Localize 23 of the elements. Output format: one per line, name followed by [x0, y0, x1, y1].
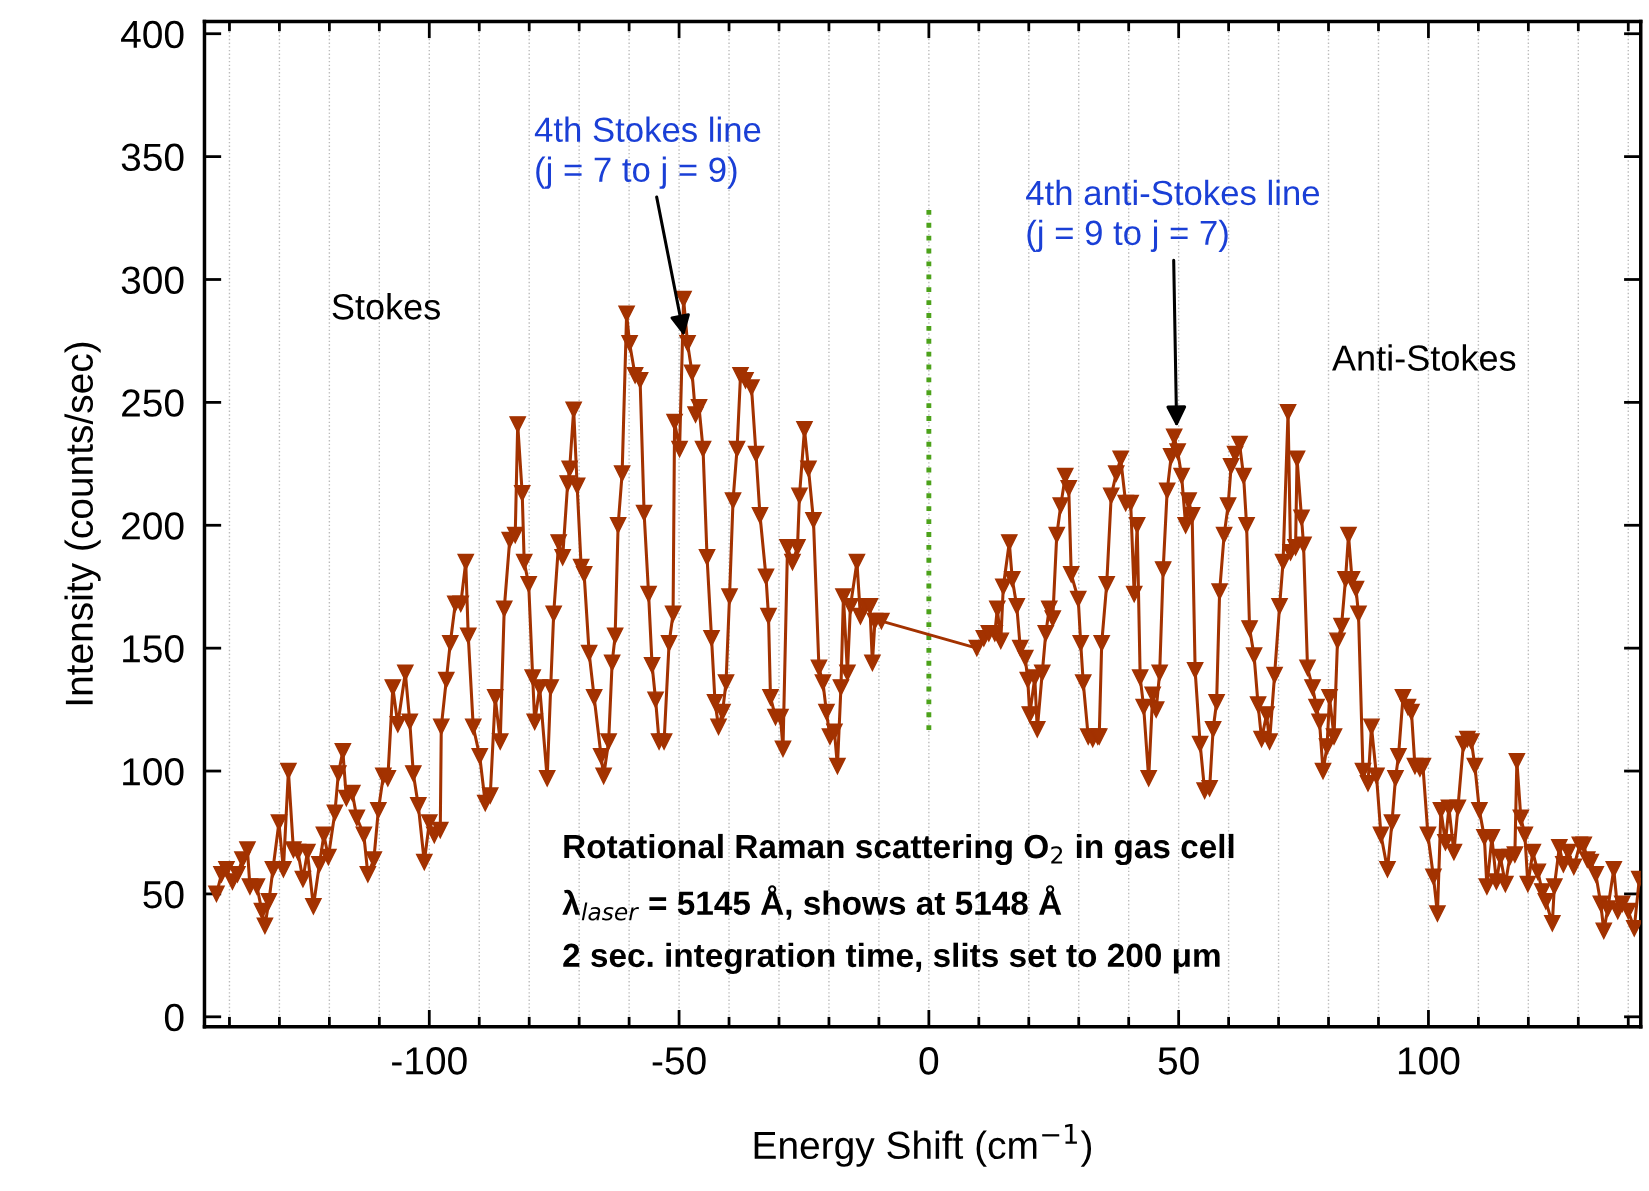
y-tick-label: 200	[122, 512, 184, 540]
x-axis-title: Energy Shift (cm$^{−1}$)	[754, 1124, 1092, 1167]
x-tick-label: 0	[919, 1047, 939, 1075]
y-tick-label: 400	[121, 20, 184, 49]
annotation: 4th anti-Stokes line (j = 9 to j = 7)	[1026, 179, 1320, 253]
y-axis-title: Intensity (counts/sec)	[64, 342, 101, 705]
y-tick-label: 100	[123, 757, 184, 786]
y-tick-label: 50	[143, 880, 184, 909]
x-tick-label: -50	[652, 1047, 706, 1075]
x-tick-label: 50	[1158, 1047, 1199, 1075]
x-tick-label: 100	[1398, 1047, 1460, 1075]
y-tick-label: 350	[121, 143, 184, 172]
y-tick-label: 250	[122, 389, 184, 417]
annotation: 4th Stokes line (j = 7 to j = 9)	[534, 116, 761, 189]
annotation: 2 sec. integration time, slits set to 200 μm	[563, 942, 1220, 974]
annotation: Rotational Raman scattering O$_{2}$ in gas cell	[564, 833, 1234, 866]
y-tick-label: 150	[123, 635, 184, 663]
annotation: λ$_{laser}$ = 5145 Å, shows at 5148 Å	[562, 885, 1062, 921]
annotation: Stokes	[332, 293, 440, 320]
y-tick-label: 0	[164, 1003, 184, 1032]
x-tick-label: -100	[392, 1047, 467, 1075]
annotation: Anti-Stokes	[1332, 344, 1516, 371]
y-tick-label: 300	[121, 266, 184, 294]
